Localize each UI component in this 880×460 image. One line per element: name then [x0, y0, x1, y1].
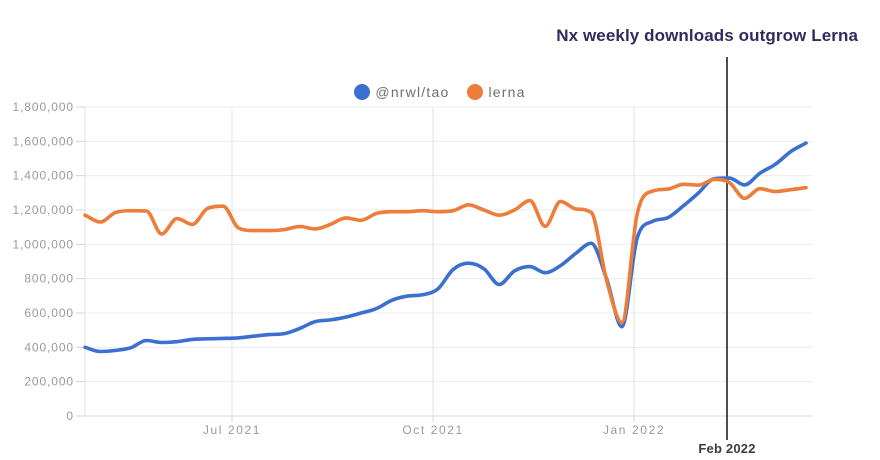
legend-item-nrwl-tao[interactable]: @nrwl/tao	[354, 84, 449, 100]
legend-label: @nrwl/tao	[375, 84, 450, 100]
y-axis-label: 400,000	[24, 340, 74, 354]
y-axis-label: 800,000	[24, 272, 74, 286]
y-axis-label: 1,800,000	[13, 100, 75, 114]
legend-label: lerna	[488, 84, 526, 100]
y-axis-label: 200,000	[24, 375, 74, 389]
y-axis-label: 0	[66, 409, 74, 423]
legend-swatch-blue-icon	[354, 84, 371, 100]
x-axis-label: Jul 2021	[203, 423, 261, 437]
y-axis-label: 1,200,000	[13, 203, 75, 217]
y-axis-label: 1,600,000	[13, 134, 75, 148]
y-axis-label: 1,000,000	[13, 237, 75, 251]
y-axis-label: 1,400,000	[13, 169, 75, 183]
legend: @nrwl/tao lerna	[0, 84, 880, 100]
legend-swatch-orange-icon	[467, 84, 484, 100]
x-axis-label: Oct 2021	[402, 423, 464, 437]
x-axis-label: Jan 2022	[603, 423, 665, 437]
series-line-lerna	[83, 177, 808, 325]
series-line-nrwl-tao	[83, 141, 808, 354]
annotation-label: Feb 2022	[698, 441, 756, 456]
y-axis-label: 600,000	[24, 306, 74, 320]
legend-item-lerna[interactable]: lerna	[467, 84, 525, 100]
chart-title: Nx weekly downloads outgrow Lerna	[556, 26, 858, 45]
